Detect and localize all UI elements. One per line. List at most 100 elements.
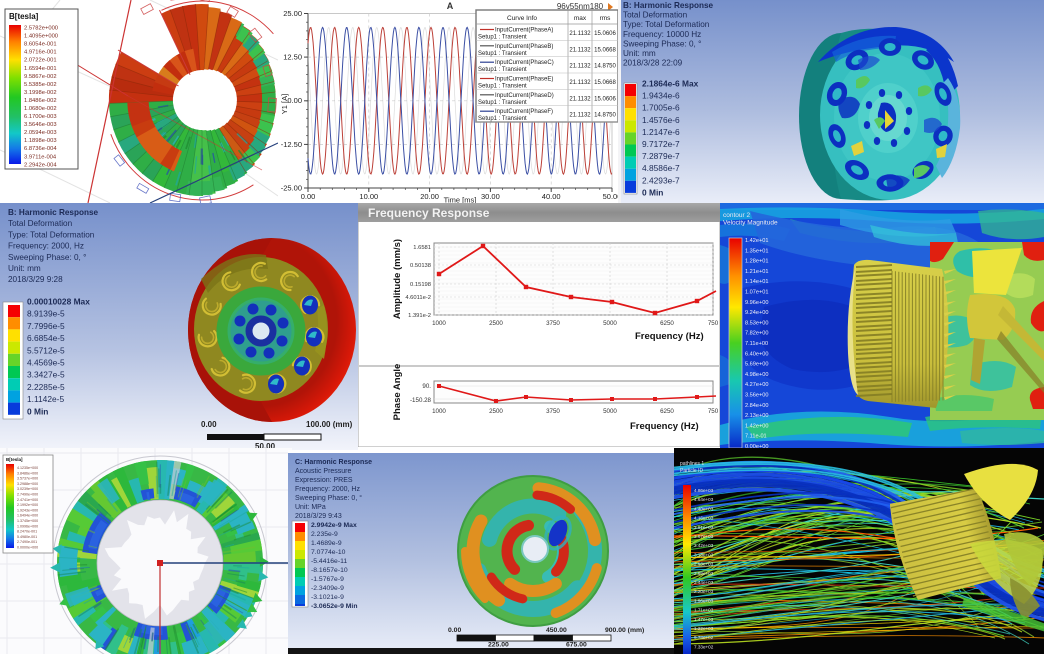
svg-text:1.22e+03: 1.22e+03 xyxy=(694,626,714,631)
svg-text:3.56e+00: 3.56e+00 xyxy=(745,393,769,399)
svg-text:675.00: 675.00 xyxy=(566,642,587,649)
svg-text:pathlines 1: pathlines 1 xyxy=(680,461,704,467)
svg-text:Total Deformation: Total Deformation xyxy=(623,11,688,20)
svg-text:3750: 3750 xyxy=(546,408,560,415)
svg-text:5.4980e-001: 5.4980e-001 xyxy=(17,535,37,539)
svg-text:5.5385e-002: 5.5385e-002 xyxy=(24,82,57,88)
svg-text:4.40e+03: 4.40e+03 xyxy=(694,506,714,511)
svg-text:21.1132: 21.1132 xyxy=(569,80,591,86)
svg-text:3.42e+03: 3.42e+03 xyxy=(694,543,714,548)
svg-text:2018/3/29 9:28: 2018/3/29 9:28 xyxy=(8,275,63,284)
svg-text:4.16e+03: 4.16e+03 xyxy=(694,516,714,521)
svg-text:0.15198: 0.15198 xyxy=(410,282,431,288)
svg-text:1.7005e-6: 1.7005e-6 xyxy=(642,103,680,113)
svg-text:1.4095e+000: 1.4095e+000 xyxy=(24,34,58,40)
svg-text:2.4741e+000: 2.4741e+000 xyxy=(17,498,38,502)
svg-text:21.1132: 21.1132 xyxy=(569,31,591,37)
svg-text:1.9434e-6: 1.9434e-6 xyxy=(642,91,680,101)
svg-text:100.00 (mm): 100.00 (mm) xyxy=(306,420,353,429)
svg-text:2018/3/28 22:09: 2018/3/28 22:09 xyxy=(623,59,683,68)
svg-text:4.27e+00: 4.27e+00 xyxy=(745,382,769,388)
svg-text:InputCurrent(PhaseD): InputCurrent(PhaseD) xyxy=(495,93,554,99)
svg-text:1.0996e+000: 1.0996e+000 xyxy=(17,524,38,528)
svg-text:6250: 6250 xyxy=(660,320,674,327)
svg-text:contour 2: contour 2 xyxy=(723,212,750,219)
svg-text:1.0680e-002: 1.0680e-002 xyxy=(24,106,57,112)
svg-text:21.1132: 21.1132 xyxy=(569,113,591,119)
svg-text:9.5867e-002: 9.5867e-002 xyxy=(24,74,57,80)
svg-text:15.0668: 15.0668 xyxy=(594,47,616,53)
svg-text:1.42e+01: 1.42e+01 xyxy=(745,238,769,244)
svg-text:5000: 5000 xyxy=(603,320,617,327)
svg-text:6.8736e-004: 6.8736e-004 xyxy=(24,146,57,152)
svg-text:0.0000e+000: 0.0000e+000 xyxy=(17,546,38,550)
svg-text:rms: rms xyxy=(600,15,612,22)
svg-text:Expression: PRES: Expression: PRES xyxy=(295,477,353,484)
svg-text:4.4569e-5: 4.4569e-5 xyxy=(27,358,65,368)
svg-text:Total Deformation: Total Deformation xyxy=(8,219,73,228)
svg-text:1.6581: 1.6581 xyxy=(413,245,431,251)
svg-text:225.00: 225.00 xyxy=(488,642,509,649)
svg-text:3.1998e-002: 3.1998e-002 xyxy=(24,90,57,96)
svg-text:Sweeping Phase: 0, °: Sweeping Phase: 0, ° xyxy=(623,39,701,48)
svg-text:3.9711e-004: 3.9711e-004 xyxy=(24,154,57,160)
svg-text:1.28e+01: 1.28e+01 xyxy=(745,259,769,265)
svg-text:21.1132: 21.1132 xyxy=(569,64,591,70)
svg-text:Type: Total Deformation: Type: Total Deformation xyxy=(8,230,95,239)
svg-text:Velocity Magnitude: Velocity Magnitude xyxy=(723,220,778,227)
svg-text:21.1132: 21.1132 xyxy=(569,96,591,102)
svg-text:2.1864e-6 Max: 2.1864e-6 Max xyxy=(642,79,699,89)
svg-text:InputCurrent(PhaseE): InputCurrent(PhaseE) xyxy=(495,77,553,83)
svg-text:0.00: 0.00 xyxy=(287,96,302,105)
svg-text:-2.3409e-9: -2.3409e-9 xyxy=(311,585,344,592)
svg-text:1.96e+03: 1.96e+03 xyxy=(694,598,714,603)
svg-text:2.84e+00: 2.84e+00 xyxy=(745,403,769,409)
svg-text:5.69e+00: 5.69e+00 xyxy=(745,362,769,368)
svg-text:InputCurrent(PhaseA): InputCurrent(PhaseA) xyxy=(495,28,553,34)
svg-text:50.00: 50.00 xyxy=(255,442,276,450)
svg-text:-25.00: -25.00 xyxy=(281,184,302,193)
svg-text:Phase Angle: Phase Angle xyxy=(392,364,403,421)
svg-text:2.0594e-003: 2.0594e-003 xyxy=(24,130,57,136)
svg-text:2.235e-9: 2.235e-9 xyxy=(311,531,338,538)
svg-text:Curve Info: Curve Info xyxy=(507,15,537,22)
svg-text:B: Harmonic Response: B: Harmonic Response xyxy=(8,208,99,217)
svg-text:2.9942e-9 Max: 2.9942e-9 Max xyxy=(311,522,357,529)
svg-text:Setup1 : Transient: Setup1 : Transient xyxy=(478,67,527,73)
svg-text:2.20e+03: 2.20e+03 xyxy=(694,589,714,594)
svg-text:0.00010028 Max: 0.00010028 Max xyxy=(27,297,90,307)
svg-text:-3.0652e-9 Min: -3.0652e-9 Min xyxy=(311,603,357,610)
svg-text:8.6054e-001: 8.6054e-001 xyxy=(24,42,57,48)
svg-text:InputCurrent(PhaseC): InputCurrent(PhaseC) xyxy=(495,60,554,66)
svg-text:6.1700e-003: 6.1700e-003 xyxy=(24,114,57,120)
svg-text:6.40e+00: 6.40e+00 xyxy=(745,351,769,357)
svg-text:2.5782e+000: 2.5782e+000 xyxy=(24,26,58,32)
svg-text:40.00: 40.00 xyxy=(542,192,561,201)
svg-text:30.00: 30.00 xyxy=(481,192,500,201)
svg-text:3.8486e+000: 3.8486e+000 xyxy=(17,471,38,475)
svg-text:750: 750 xyxy=(708,320,719,327)
svg-text:1.21e+01: 1.21e+01 xyxy=(745,269,769,275)
svg-text:1.1898e-003: 1.1898e-003 xyxy=(24,138,57,144)
svg-text:3.18e+03: 3.18e+03 xyxy=(694,552,714,557)
svg-text:2.44e+03: 2.44e+03 xyxy=(694,580,714,585)
svg-text:7.33e+02: 7.33e+02 xyxy=(694,644,714,649)
svg-text:1.6494e+000: 1.6494e+000 xyxy=(17,514,38,518)
svg-text:1.2147e-6: 1.2147e-6 xyxy=(642,127,680,137)
svg-text:1.42e+00: 1.42e+00 xyxy=(745,423,769,429)
svg-text:-3.1021e-9: -3.1021e-9 xyxy=(311,594,344,601)
svg-text:5000: 5000 xyxy=(603,408,617,415)
svg-text:9.78e+02: 9.78e+02 xyxy=(694,635,714,640)
svg-text:3.67e+03: 3.67e+03 xyxy=(694,534,714,539)
svg-text:max: max xyxy=(574,15,587,22)
svg-text:Acoustic Pressure: Acoustic Pressure xyxy=(295,468,352,475)
svg-text:2500: 2500 xyxy=(489,408,503,415)
svg-text:Type: Total Deformation: Type: Total Deformation xyxy=(623,20,710,29)
svg-text:10.00: 10.00 xyxy=(359,192,378,201)
svg-text:Frequency: 2000, Hz: Frequency: 2000, Hz xyxy=(295,486,360,493)
svg-text:Setup1 : Transient: Setup1 : Transient xyxy=(478,100,527,106)
svg-text:0 Min: 0 Min xyxy=(642,187,663,197)
svg-text:0.00: 0.00 xyxy=(301,192,316,201)
svg-text:20.00: 20.00 xyxy=(420,192,439,201)
svg-text:Frequency: 2000, Hz: Frequency: 2000, Hz xyxy=(8,242,84,251)
